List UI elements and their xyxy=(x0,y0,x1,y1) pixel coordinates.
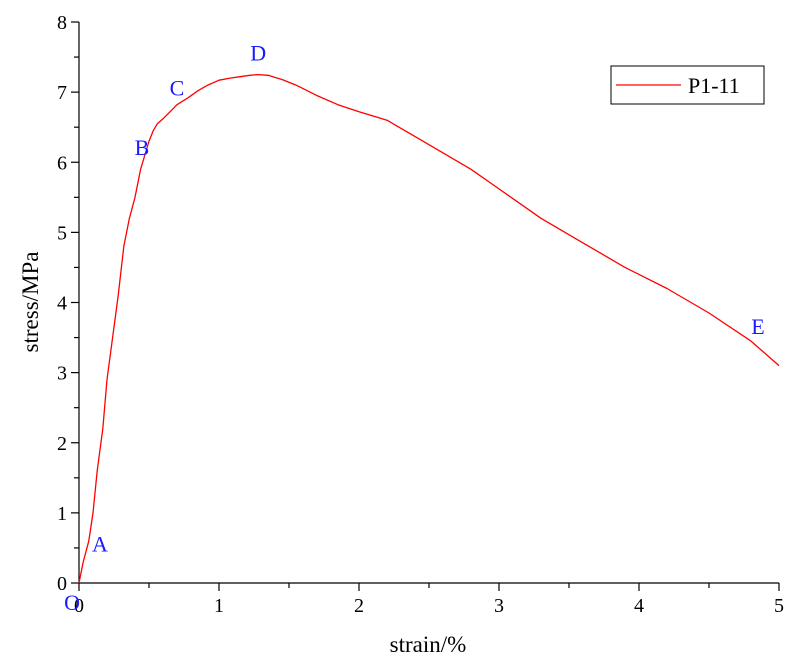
y-tick-label: 8 xyxy=(57,12,67,34)
point-label-C: C xyxy=(170,76,185,101)
y-tick-label: 0 xyxy=(57,573,67,595)
y-tick-label: 5 xyxy=(57,222,67,244)
series-line-P1-11 xyxy=(78,73,780,584)
point-label-A: A xyxy=(92,531,108,556)
y-axis-title: stress/MPa xyxy=(18,252,43,353)
y-tick-labels: 0 1 2 3 4 5 6 7 8 xyxy=(57,12,67,595)
point-label-B: B xyxy=(135,135,150,160)
y-tick-label: 1 xyxy=(57,503,67,525)
y-tick-label: 4 xyxy=(57,293,67,315)
x-tick-label: 0 xyxy=(74,595,84,617)
series-layer xyxy=(78,73,780,584)
axes xyxy=(71,21,780,591)
y-tick-label: 7 xyxy=(57,82,67,104)
y-tick-label: 2 xyxy=(57,433,67,455)
x-tick-label: 3 xyxy=(494,595,504,617)
y-tick-label: 3 xyxy=(57,363,67,385)
x-tick-label: 2 xyxy=(354,595,364,617)
x-tick-label: 5 xyxy=(774,595,784,617)
x-tick-label: 1 xyxy=(214,595,224,617)
point-label-D: D xyxy=(250,41,266,66)
point-label-O: O xyxy=(64,590,80,615)
point-label-E: E xyxy=(751,314,764,339)
legend: P1-11 xyxy=(610,65,765,105)
x-tick-label: 4 xyxy=(634,595,644,617)
y-tick-label: 6 xyxy=(57,152,67,174)
legend-label: P1-11 xyxy=(688,73,740,98)
point-annotations: O A B C D E xyxy=(64,41,765,615)
x-axis-title: strain/% xyxy=(390,632,467,657)
x-tick-labels: 0 1 2 3 4 5 xyxy=(74,595,784,617)
